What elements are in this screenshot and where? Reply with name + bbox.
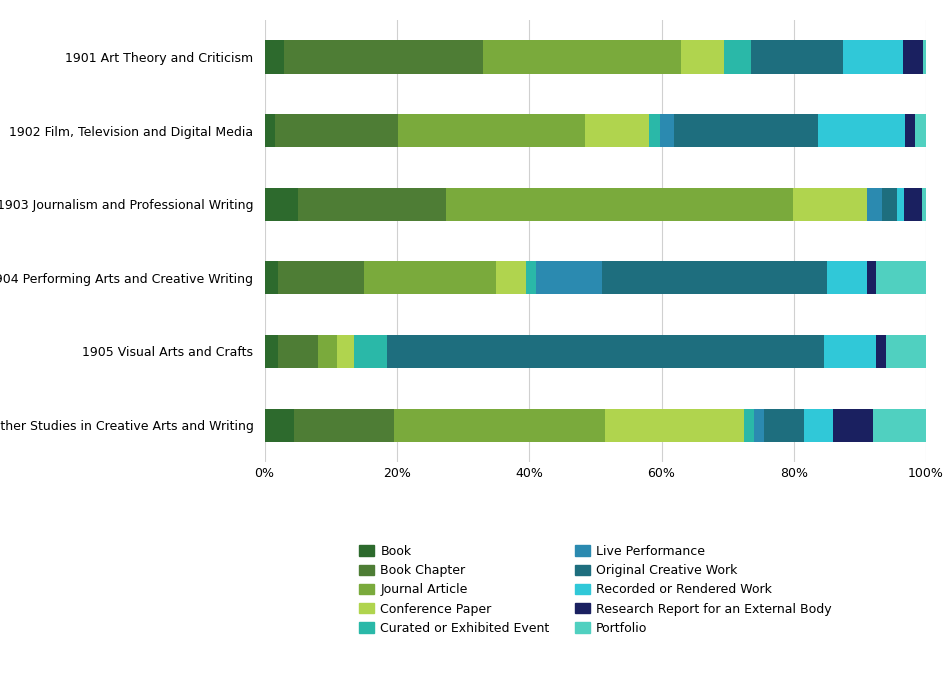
Bar bbox=[921, 187, 925, 221]
Bar bbox=[866, 261, 876, 295]
Bar bbox=[674, 114, 818, 147]
Bar bbox=[902, 41, 921, 73]
Bar bbox=[337, 335, 353, 368]
Bar bbox=[826, 261, 866, 295]
Bar bbox=[601, 261, 826, 295]
Bar bbox=[724, 41, 750, 73]
Bar bbox=[842, 41, 902, 73]
Bar bbox=[297, 187, 446, 221]
Bar bbox=[353, 335, 387, 368]
Bar bbox=[681, 41, 724, 73]
Bar bbox=[903, 114, 915, 147]
Bar bbox=[866, 187, 881, 221]
Bar bbox=[363, 261, 496, 295]
Bar bbox=[264, 187, 297, 221]
Bar bbox=[818, 114, 903, 147]
Bar bbox=[284, 41, 482, 73]
Bar bbox=[525, 261, 535, 295]
Bar bbox=[264, 41, 284, 73]
Bar bbox=[264, 114, 275, 147]
Bar bbox=[903, 187, 921, 221]
Bar bbox=[750, 41, 843, 73]
Bar bbox=[649, 114, 659, 147]
Bar bbox=[496, 261, 526, 295]
Bar bbox=[278, 261, 363, 295]
Bar bbox=[264, 409, 294, 441]
Bar bbox=[744, 409, 753, 441]
Bar bbox=[881, 187, 896, 221]
Bar bbox=[275, 114, 397, 147]
Bar bbox=[584, 114, 649, 147]
Bar bbox=[876, 335, 885, 368]
Bar bbox=[822, 335, 875, 368]
Bar bbox=[659, 114, 674, 147]
Bar bbox=[872, 409, 925, 441]
Bar bbox=[803, 409, 833, 441]
Bar bbox=[264, 335, 278, 368]
Bar bbox=[764, 409, 803, 441]
Bar bbox=[896, 187, 903, 221]
Bar bbox=[397, 114, 584, 147]
Bar bbox=[876, 261, 925, 295]
Bar bbox=[317, 335, 337, 368]
Bar bbox=[753, 409, 763, 441]
Bar bbox=[482, 41, 681, 73]
Legend: Book, Book Chapter, Journal Article, Conference Paper, Curated or Exhibited Even: Book, Book Chapter, Journal Article, Con… bbox=[352, 538, 837, 641]
Bar bbox=[885, 335, 925, 368]
Bar bbox=[387, 335, 823, 368]
Bar bbox=[833, 409, 872, 441]
Bar bbox=[264, 261, 278, 295]
Bar bbox=[446, 187, 792, 221]
Bar bbox=[535, 261, 601, 295]
Bar bbox=[294, 409, 393, 441]
Bar bbox=[915, 114, 925, 147]
Bar bbox=[393, 409, 605, 441]
Bar bbox=[605, 409, 744, 441]
Bar bbox=[278, 335, 317, 368]
Bar bbox=[792, 187, 866, 221]
Bar bbox=[921, 41, 925, 73]
